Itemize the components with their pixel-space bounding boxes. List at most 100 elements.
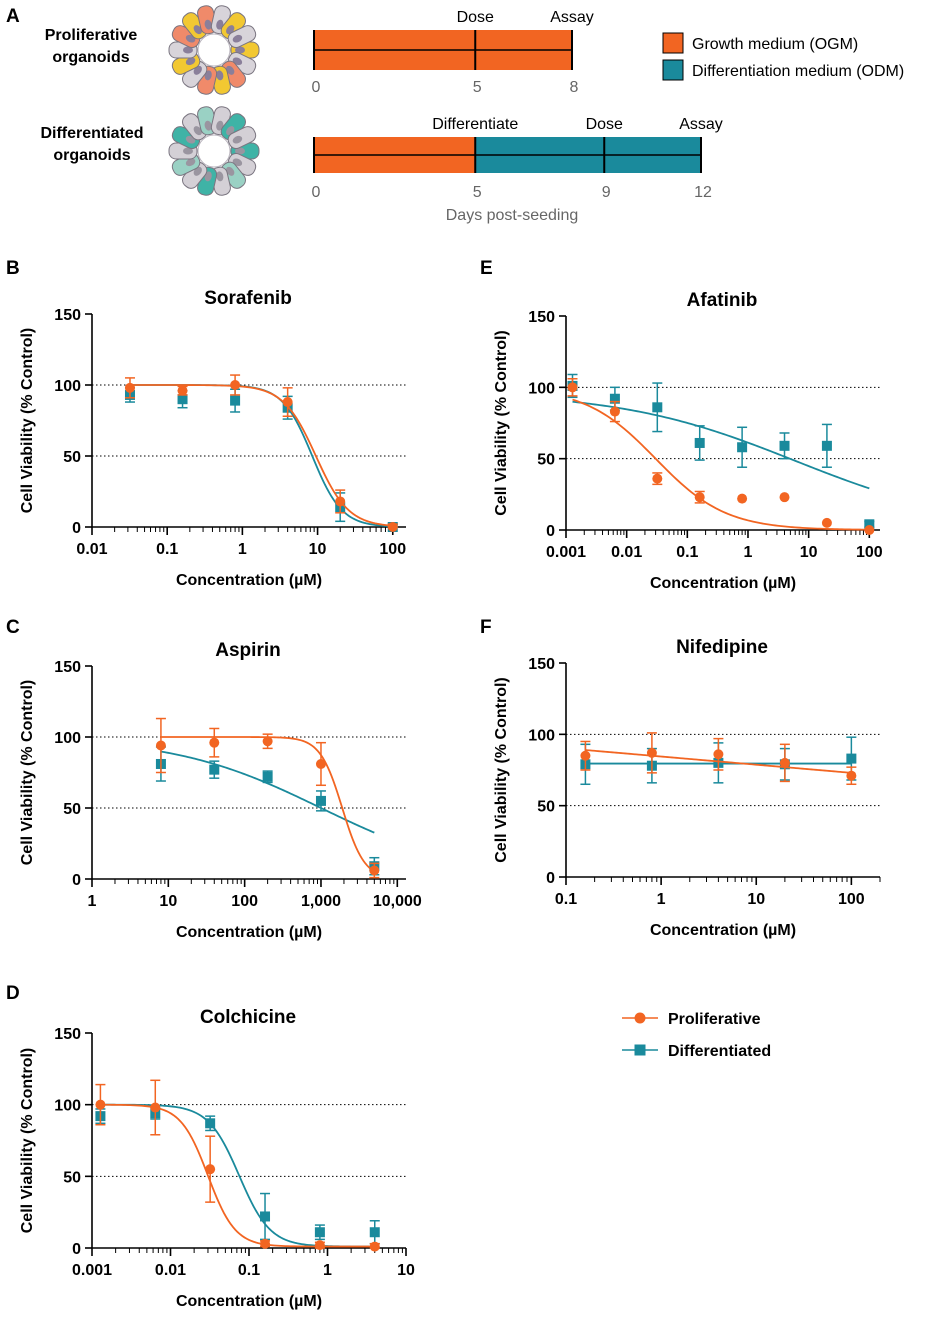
differentiated-organoid-illustration [168,106,260,196]
panel-letter-c: C [6,617,20,638]
data-point-proliferative [150,1102,161,1113]
data-point-differentiated [737,442,748,453]
y-tick-label: 0 [72,520,81,537]
x-axis-title: Concentration (µM) [650,575,796,592]
chart-title: Afatinib [687,290,758,311]
x-tick-label: 1 [657,891,666,908]
data-point-differentiated [260,1211,271,1222]
organoid-cell-nucleus [232,34,243,43]
legend-differentiated-label: Differentiated [668,1043,771,1060]
timeline1-tick-8: 8 [570,79,579,96]
fit-curve-differentiated [572,400,870,490]
y-tick-label: 0 [546,870,555,887]
timeline2-assay-label: Assay [679,116,723,133]
data-point-proliferative [580,750,591,761]
row2-label-line2: organoids [53,147,130,164]
x-tick-label: 10 [397,1262,415,1279]
data-point-proliferative [155,740,166,751]
chart-colchicine: D Colchicine 0 50 100 150 0.001 0.01 0.1 1 10 Conce… [6,983,415,1310]
data-point-differentiated [177,394,188,405]
legend-proliferative-label: Proliferative [668,1011,761,1028]
data-point-differentiated [262,771,273,782]
data-point-proliferative [209,737,220,748]
medium-legend: Growth medium (OGM) Differentiation medi… [662,32,904,81]
panel-a-timeline: A Proliferative organoids Differentiated… [6,5,904,224]
organoid-cell [220,113,246,141]
y-tick-label: 100 [54,378,81,395]
data-point-proliferative [177,385,188,396]
organoid-cell-nucleus [235,46,245,54]
organoid-cell-nucleus [226,166,235,176]
data-point-proliferative [821,517,832,528]
organoid-cell [227,126,257,149]
timeline2-tick-0: 0 [312,184,321,201]
series-differentiated [567,373,875,530]
panel-letter-a: A [6,6,20,27]
data-point-differentiated [779,440,790,451]
timeline2-differentiate-label: Differentiate [432,116,518,133]
data-point-proliferative [694,492,705,503]
y-tick-label: 100 [528,727,555,744]
data-point-proliferative [652,473,663,484]
data-point-proliferative [369,1241,380,1252]
x-axis-title: Concentration (µM) [176,572,322,589]
fit-curve-proliferative [100,1103,375,1248]
x-tick-label: 10 [800,544,818,561]
chart-aspirin: C Aspirin 0 50 100 150 1 10 100 1,000 10,000 Concen… [6,617,422,941]
x-tick-label: 10 [159,893,177,910]
y-axis-title: Cell Viability (% Control) [19,680,36,866]
series-proliferative [124,374,398,532]
fit-curve-proliferative [160,736,375,873]
x-tick-label: 0.1 [238,1262,260,1279]
organoid-lumen [197,33,231,67]
series-proliferative [155,717,380,879]
organoid-cell [220,60,246,88]
data-point-differentiated [821,440,832,451]
organoid-cell-nucleus [185,57,196,66]
data-point-proliferative [846,770,857,781]
panel-letter-f: F [480,617,492,638]
data-point-proliferative [369,865,380,876]
x-tick-label: 10,000 [373,893,422,910]
data-point-proliferative [262,736,273,747]
legend-odm-swatch [662,59,684,81]
chart-sorafenib: B Sorafenib 0 50 100 150 0.01 0.1 1 10 100 Concentr… [6,258,406,589]
data-point-differentiated [864,519,875,530]
y-tick-label: 150 [528,656,555,673]
timeline1-assay-label: Assay [550,9,594,26]
data-point-differentiated [694,437,705,448]
x-tick-label: 0.1 [676,544,698,561]
series-differentiated [124,384,398,532]
x-tick-label: 10 [747,891,765,908]
data-point-proliferative [205,1164,216,1175]
organoid-cell-nucleus [232,135,243,144]
series-proliferative [567,378,875,535]
y-tick-label: 150 [54,659,81,676]
timeline2-dose-label: Dose [586,116,623,133]
data-point-proliferative [314,1240,325,1251]
fit-curve-differentiated [100,1103,375,1248]
data-point-proliferative [567,382,578,393]
timeline1-tick-5: 5 [473,79,482,96]
organoid-cell-nucleus [183,46,193,54]
chart-title: Sorafenib [204,288,292,309]
y-tick-label: 150 [54,1026,81,1043]
panel-letter-b: B [6,258,20,279]
legend-ogm-label: Growth medium (OGM) [692,36,858,53]
y-tick-label: 50 [63,1169,81,1186]
organoid-cell-nucleus [185,158,196,167]
chart-title: Aspirin [215,640,280,661]
data-point-proliferative [95,1099,106,1110]
x-tick-label: 100 [231,893,258,910]
x-tick-label: 0.001 [546,544,586,561]
y-tick-label: 50 [63,449,81,466]
data-point-proliferative [315,758,326,769]
data-point-proliferative [737,493,748,504]
organoid-cell-nucleus [193,126,202,136]
y-tick-label: 0 [546,523,555,540]
organoid-cell-nucleus [216,171,224,182]
chart-nifedipine: F Nifedipine 0 50 100 150 0.1 1 10 100 Concentrati… [480,617,881,939]
fit-curve-proliferative [572,398,870,531]
x-axis-title: Concentration (µM) [176,1293,322,1310]
y-tick-label: 0 [72,872,81,889]
